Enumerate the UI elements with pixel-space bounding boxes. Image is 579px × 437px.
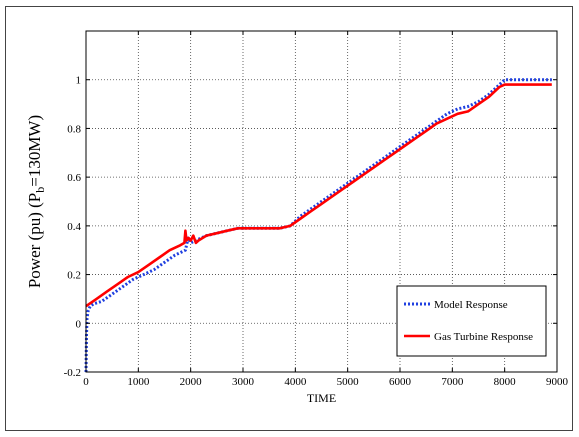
x-tick-label: 3000 [232, 376, 255, 388]
figure-frame [5, 6, 573, 431]
y-tick-label: 1 [76, 75, 82, 87]
series-layer [84, 78, 552, 373]
x-tick-label: 5000 [337, 376, 360, 388]
y-axis-label-sub: b [33, 187, 47, 193]
legend-gas-turbine-response-label: Gas Turbine Response [434, 331, 533, 343]
legend-box [396, 285, 547, 357]
y-axis-ticks: -0.2 0 0.2 0.4 0.6 0.8 1 [64, 75, 557, 379]
y-axis-label-tail: =130MW) [25, 115, 44, 187]
x-axis-ticks: 0 1000 2000 3000 4000 5000 6000 7000 8000 9000 [83, 31, 569, 388]
plot-area [85, 30, 558, 373]
x-tick-label: 4000 [284, 376, 307, 388]
x-tick-label: 7000 [441, 376, 464, 388]
y-axis-label-main: Power (pu) (P [25, 193, 44, 288]
x-tick-label: 6000 [389, 376, 412, 388]
gas-turbine-response-line [85, 83, 552, 308]
y-tick-label: 0.8 [67, 123, 81, 135]
y-axis-label: Power (pu) (Pb=130MW) [25, 115, 47, 288]
legend: Model Response Gas Turbine Response [396, 285, 547, 357]
y-tick-label: 0 [76, 318, 82, 330]
x-tick-label: 1000 [127, 376, 150, 388]
grid-lines [86, 31, 557, 372]
x-tick-label: 8000 [494, 376, 517, 388]
y-tick-label: -0.2 [64, 367, 81, 379]
x-tick-label: 0 [83, 376, 89, 388]
x-tick-label: 2000 [180, 376, 203, 388]
x-tick-label: 9000 [546, 376, 569, 388]
y-tick-label: 0.6 [67, 172, 81, 184]
y-tick-label: 0.2 [67, 270, 81, 282]
legend-model-response-label: Model Response [434, 299, 508, 311]
y-tick-label: 0.4 [67, 221, 81, 233]
x-axis-label: TIME [307, 391, 336, 405]
